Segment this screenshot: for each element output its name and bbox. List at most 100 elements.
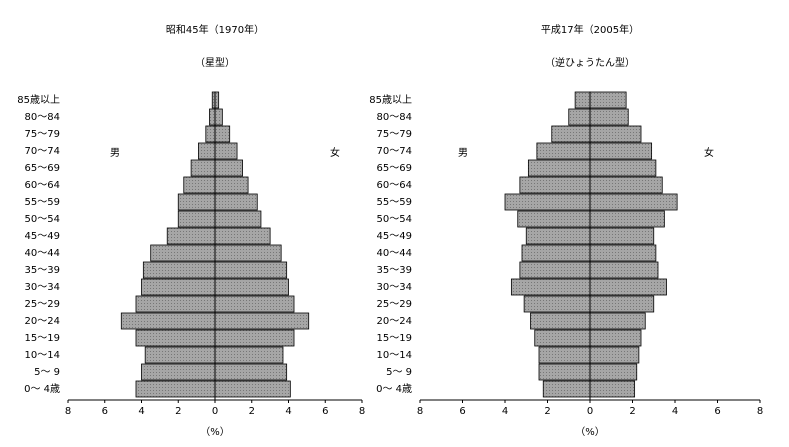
bar bbox=[214, 244, 282, 262]
y-tick-label: 60～64 bbox=[25, 180, 60, 191]
x-tick-label: 6 bbox=[102, 406, 108, 417]
bar bbox=[589, 278, 667, 296]
bar bbox=[214, 312, 310, 330]
bar bbox=[589, 380, 636, 398]
bar bbox=[214, 210, 262, 228]
bar bbox=[574, 91, 591, 109]
x-tick-label: 6 bbox=[459, 406, 465, 417]
bar bbox=[589, 312, 646, 330]
x-axis-label: （%） bbox=[575, 426, 605, 438]
bar bbox=[183, 176, 216, 194]
x-tick-label: 2 bbox=[249, 406, 255, 417]
bar bbox=[141, 363, 216, 381]
bar bbox=[589, 363, 638, 381]
legend-label: 男 bbox=[110, 147, 120, 159]
bar bbox=[177, 210, 216, 228]
x-tick-label: 4 bbox=[502, 406, 508, 417]
x-tick-label: 2 bbox=[544, 406, 550, 417]
bar bbox=[214, 261, 288, 279]
bar bbox=[141, 278, 216, 296]
bar bbox=[517, 210, 591, 228]
chart-title: 平成17年（2005年） bbox=[541, 23, 639, 36]
y-tick-label: 20～24 bbox=[377, 316, 412, 327]
y-tick-label: 50～54 bbox=[25, 214, 60, 225]
y-tick-label: 25～29 bbox=[377, 299, 412, 310]
bar bbox=[519, 176, 591, 194]
x-tick-label: 8 bbox=[359, 406, 365, 417]
bar bbox=[166, 227, 216, 245]
y-tick-label: 5～ 9 bbox=[386, 367, 412, 378]
y-tick-label: 50～54 bbox=[377, 214, 412, 225]
bar bbox=[214, 346, 284, 364]
x-tick-label: 4 bbox=[138, 406, 144, 417]
bar bbox=[142, 261, 216, 279]
x-axis-label: （%） bbox=[200, 426, 230, 438]
bar bbox=[214, 278, 289, 296]
bar bbox=[542, 380, 591, 398]
y-tick-label: 30～34 bbox=[377, 282, 412, 293]
bar bbox=[135, 329, 216, 347]
bar bbox=[214, 142, 238, 160]
y-tick-label: 45～49 bbox=[25, 231, 60, 242]
y-tick-label: 85歳以上 bbox=[17, 94, 60, 106]
y-tick-label: 25～29 bbox=[25, 299, 60, 310]
x-tick-label: 6 bbox=[714, 406, 720, 417]
chart-subtitle: （星型） bbox=[195, 56, 235, 69]
y-tick-label: 40～44 bbox=[377, 248, 412, 259]
y-tick-label: 20～24 bbox=[25, 316, 60, 327]
y-tick-label: 35～39 bbox=[25, 265, 60, 276]
bar bbox=[214, 363, 288, 381]
y-tick-label: 0～ 4歳 bbox=[376, 383, 412, 395]
bar bbox=[214, 91, 220, 109]
x-tick-label: 8 bbox=[757, 406, 763, 417]
bar bbox=[589, 227, 655, 245]
y-tick-label: 10～14 bbox=[377, 350, 412, 361]
bar bbox=[209, 108, 216, 126]
y-tick-label: 85歳以上 bbox=[369, 94, 412, 106]
bar bbox=[536, 142, 591, 160]
bar bbox=[551, 125, 591, 143]
bar bbox=[205, 125, 216, 143]
bar bbox=[589, 244, 657, 262]
bar bbox=[589, 193, 678, 211]
bar bbox=[530, 312, 591, 330]
x-tick-label: 0 bbox=[212, 406, 218, 417]
bar bbox=[214, 176, 249, 194]
y-tick-label: 45～49 bbox=[377, 231, 412, 242]
chart-title: 昭和45年（1970年） bbox=[166, 23, 264, 36]
y-tick-label: 15～19 bbox=[25, 333, 60, 344]
bar bbox=[538, 363, 591, 381]
bar bbox=[510, 278, 591, 296]
bar bbox=[589, 261, 659, 279]
bar bbox=[568, 108, 591, 126]
bar bbox=[190, 159, 216, 177]
legend-label: 男 bbox=[458, 147, 468, 159]
bar bbox=[214, 159, 243, 177]
x-tick-label: 8 bbox=[65, 406, 71, 417]
y-tick-label: 30～34 bbox=[25, 282, 60, 293]
bar bbox=[527, 159, 591, 177]
bar bbox=[144, 346, 216, 364]
bar bbox=[589, 125, 642, 143]
y-tick-label: 80～84 bbox=[25, 112, 60, 123]
bar bbox=[589, 91, 627, 109]
y-tick-label: 70～74 bbox=[25, 146, 60, 157]
bar bbox=[177, 193, 216, 211]
bar bbox=[525, 227, 591, 245]
bar bbox=[135, 380, 216, 398]
y-tick-label: 70～74 bbox=[377, 146, 412, 157]
y-tick-label: 75～79 bbox=[377, 129, 412, 140]
bar bbox=[214, 227, 271, 245]
x-tick-label: 4 bbox=[672, 406, 678, 417]
bar bbox=[135, 295, 216, 313]
bar bbox=[198, 142, 216, 160]
y-tick-label: 60～64 bbox=[377, 180, 412, 191]
y-tick-label: 80～84 bbox=[377, 112, 412, 123]
legend-label: 女 bbox=[330, 146, 340, 159]
bar bbox=[214, 125, 231, 143]
x-tick-label: 8 bbox=[417, 406, 423, 417]
bar bbox=[589, 346, 640, 364]
x-tick-label: 2 bbox=[175, 406, 181, 417]
